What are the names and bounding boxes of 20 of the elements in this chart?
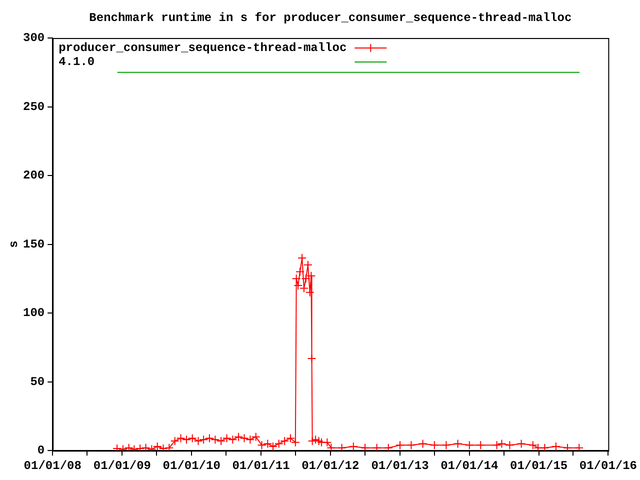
x-tick-label: 01/01/14 xyxy=(440,458,498,473)
y-tick-label: 300 xyxy=(22,31,45,46)
y-tick-label: 0 xyxy=(37,444,45,458)
chart-title: Benchmark runtime in s for producer_consumer_sequence-thread-malloc xyxy=(89,11,572,26)
series-label: 4.1.0 xyxy=(58,55,95,70)
legend-label: producer_consumer_sequence-thread-malloc xyxy=(58,41,347,56)
x-tick-label: 01/01/11 xyxy=(232,458,290,473)
x-tick-label: 01/01/12 xyxy=(302,458,360,473)
y-axis-title: s xyxy=(7,240,22,248)
x-tick-label: 01/01/16 xyxy=(579,458,637,473)
x-tick-label: 01/01/10 xyxy=(162,458,220,473)
y-tick-label: 150 xyxy=(22,237,45,252)
x-tick-label: 01/01/09 xyxy=(93,458,151,473)
x-tick-label: 01/01/13 xyxy=(371,458,429,473)
y-tick-label: 200 xyxy=(22,168,45,183)
y-tick-label: 250 xyxy=(22,100,45,114)
y-tick-label: 50 xyxy=(30,374,45,389)
x-tick-label: 01/01/15 xyxy=(510,458,568,473)
y-tick-label: 100 xyxy=(22,306,45,320)
x-tick-label: 01/01/08 xyxy=(24,458,82,473)
